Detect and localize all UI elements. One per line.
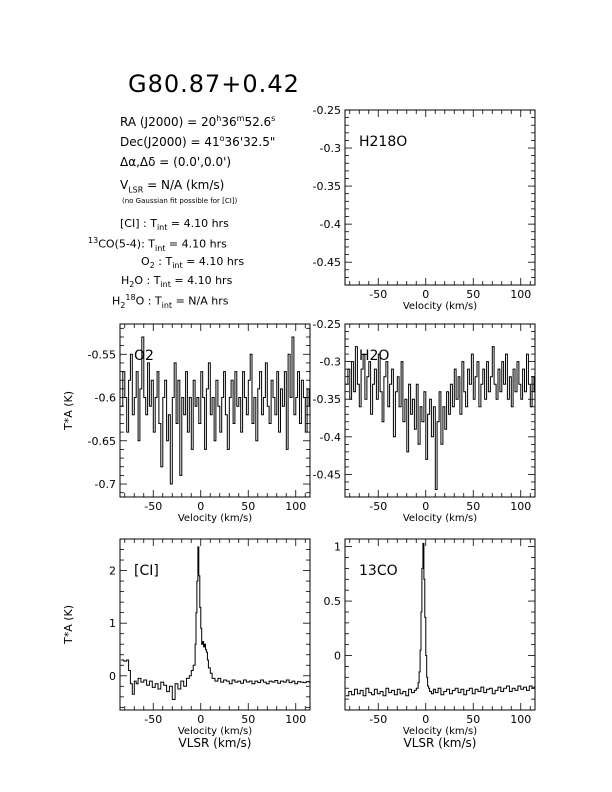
y-tick-label: -0.3 <box>320 142 341 155</box>
y-tick-label: -0.7 <box>95 478 116 491</box>
int-o2: O2 : Tint = 4.10 hrs <box>141 255 245 271</box>
line-label: H218O <box>359 134 407 150</box>
x-tick-label: 0 <box>197 500 204 513</box>
panel-13co: -50 0 50 100 0 0.5 1 Velocity (km/s)VLSR (km/s)… <box>324 538 536 750</box>
line-label: H2O <box>359 348 389 364</box>
y-tick-label: -0.25 <box>313 318 341 331</box>
x-tick-label: -50 <box>369 288 387 301</box>
vlsr-line: VLSR = N/A (km/s) <box>120 178 224 194</box>
ra-hours: 20 <box>201 115 217 129</box>
spectrum-line <box>345 346 535 490</box>
panel-ci: -50 0 50 100 0 1 2 Velocity (km/s)VLSR (km/s) T*… <box>62 538 311 750</box>
int-h2o: H2O : Tint = 4.10 hrs <box>121 274 233 290</box>
y-tick-label: 1 <box>334 541 341 554</box>
y-tick-label: -0.45 <box>313 468 341 481</box>
int-h218o: H218O : Tint = N/A hrs <box>112 293 229 310</box>
x-axis-label: Velocity (km/s) <box>178 726 252 737</box>
y-tick-label: -0.4 <box>320 431 341 444</box>
x-tick-label: 0 <box>197 713 204 726</box>
x-tick-label: 100 <box>510 713 531 726</box>
x-tick-label: 100 <box>285 713 306 726</box>
plot-frame <box>344 109 536 286</box>
vlsr-symbol: V <box>120 178 129 192</box>
x-tick-label: 50 <box>241 713 255 726</box>
dec-line: Dec(J2000) = 41o36'32.5" <box>120 134 276 149</box>
spectrum-line <box>345 542 535 697</box>
x-axis-label: Velocity (km/s) <box>403 301 477 312</box>
y-tick-label: 0.5 <box>324 595 342 608</box>
y-tick-label: -0.35 <box>313 393 341 406</box>
y-tick-label: -0.25 <box>313 104 341 117</box>
ra-line: RA (J2000) = 20h36m52.6s <box>120 114 276 129</box>
fit-note: (no Gaussian fit possible for [CI]) <box>122 197 238 205</box>
vlsr-axis-label: VLSR (km/s) <box>404 736 477 750</box>
x-tick-label: -50 <box>369 713 387 726</box>
dec-rest: 36'32.5" <box>224 135 276 149</box>
plot-frame <box>344 323 536 498</box>
x-axis-label: Velocity (km/s) <box>403 513 477 524</box>
panel-o2: -50 0 50 100 -0.7 -0.65 -0.6 -0.55 Velocity (km/… <box>62 323 311 524</box>
y-tick-label: -0.55 <box>88 348 116 361</box>
y-tick-label: 2 <box>109 565 116 578</box>
vlsr-value: = N/A (km/s) <box>143 178 225 192</box>
plot-frame <box>119 323 311 498</box>
y-axis-label: T*A (K) <box>62 391 75 431</box>
dec-degrees: 41 <box>204 135 220 149</box>
x-tick-label: 0 <box>422 500 429 513</box>
y-tick-label: 0 <box>109 670 116 683</box>
plot-frame <box>119 538 311 711</box>
y-tick-label: -0.45 <box>313 256 341 269</box>
y-tick-label: 1 <box>109 617 116 630</box>
int-13co: 13CO(5-4): Tint = 4.10 hrs <box>88 236 227 253</box>
x-tick-label: 0 <box>422 288 429 301</box>
vlsr-axis-label: VLSR (km/s) <box>179 736 252 750</box>
spectrum-line <box>121 336 310 485</box>
source-title: G80.87+0.42 <box>128 70 300 98</box>
ra-seconds: 52.6 <box>244 115 272 129</box>
x-axis-label: Velocity (km/s) <box>178 513 252 524</box>
ra-label: RA (J2000) = <box>120 115 201 129</box>
line-label: 13CO <box>359 563 398 579</box>
y-tick-label: -0.6 <box>95 392 116 405</box>
spectrum-line <box>121 546 310 700</box>
x-tick-label: 50 <box>241 500 255 513</box>
panel-h2o: -50 0 50 100 -0.45 -0.4 -0.35 -0.3 -0.25 Velocity… <box>313 318 536 524</box>
x-tick-label: 100 <box>510 288 531 301</box>
x-tick-label: -50 <box>369 500 387 513</box>
x-tick-label: -50 <box>144 500 162 513</box>
x-tick-label: 50 <box>466 500 480 513</box>
x-axis-label: Velocity (km/s) <box>403 726 477 737</box>
y-tick-label: -0.65 <box>88 435 116 448</box>
x-tick-label: 100 <box>510 500 531 513</box>
y-tick-label: -0.4 <box>320 218 341 231</box>
y-tick-label: 0 <box>334 650 341 663</box>
x-tick-label: -50 <box>144 713 162 726</box>
x-tick-label: 50 <box>466 713 480 726</box>
y-axis-label: T*A (K) <box>62 605 75 645</box>
x-tick-label: 50 <box>466 288 480 301</box>
x-tick-label: 100 <box>285 500 306 513</box>
int-ci: [CI] : Tint = 4.10 hrs <box>120 217 229 233</box>
y-tick-label: -0.3 <box>320 356 341 369</box>
x-tick-label: 0 <box>422 713 429 726</box>
vlsr-subscript: LSR <box>128 185 144 195</box>
offset-line: Δα,Δδ = (0.0',0.0') <box>120 155 232 169</box>
y-tick-label: -0.35 <box>313 180 341 193</box>
panel-h218o: -50 0 50 100 -0.45 -0.4 -0.35 -0.3 -0.25 Velocity… <box>313 104 536 312</box>
dec-label: Dec(J2000) = <box>120 135 205 149</box>
plot-frame <box>344 538 536 711</box>
line-label: [CI] <box>134 563 159 579</box>
ra-minutes: 36 <box>221 115 237 129</box>
